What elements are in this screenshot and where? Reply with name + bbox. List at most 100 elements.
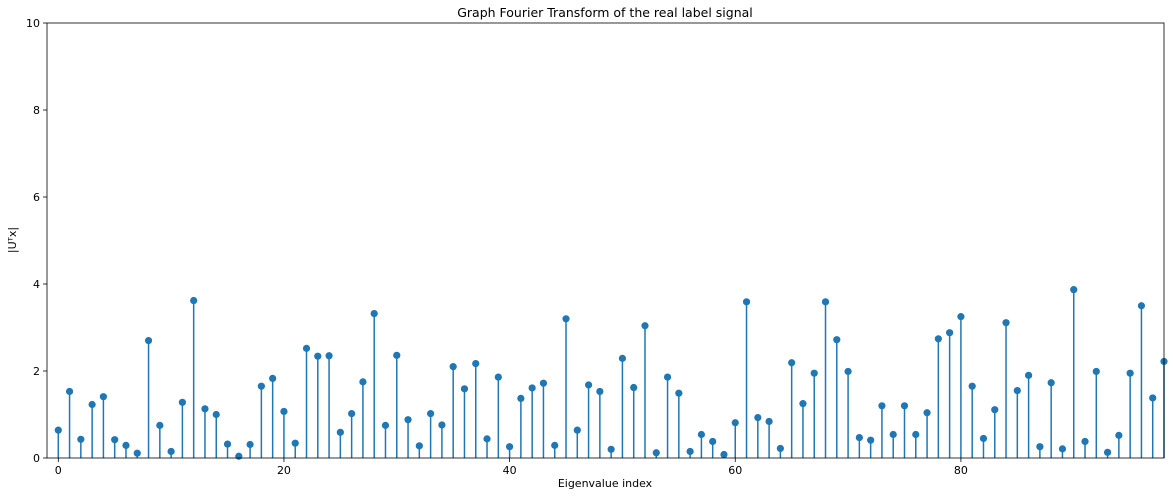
- stem-marker: [1070, 286, 1078, 294]
- y-tick-label: 4: [33, 278, 40, 291]
- stem-marker: [201, 405, 209, 413]
- stem-marker: [449, 363, 457, 371]
- stem-marker: [280, 407, 288, 416]
- stem-marker: [54, 426, 62, 434]
- x-tick-label: 60: [728, 464, 742, 477]
- stem-marker: [257, 382, 265, 390]
- stem-marker: [675, 389, 683, 397]
- stem-marker: [438, 421, 446, 429]
- stem-marker: [607, 445, 615, 453]
- stem-marker: [88, 400, 96, 409]
- x-tick-label: 40: [503, 464, 517, 477]
- stem-marker: [144, 336, 153, 345]
- stem-marker: [223, 440, 232, 448]
- chart-title: Graph Fourier Transform of the real labe…: [457, 5, 753, 20]
- stem-marker: [551, 441, 559, 449]
- stem-marker: [1103, 448, 1112, 456]
- stem-marker: [641, 322, 649, 330]
- stem-marker: [1002, 319, 1010, 327]
- stem-marker: [269, 374, 277, 382]
- y-tick-label: 0: [33, 452, 40, 465]
- x-axis-label: Eigenvalue index: [558, 477, 653, 490]
- stem-marker: [1149, 394, 1157, 402]
- stem-marker: [663, 373, 672, 381]
- stem-marker: [957, 313, 965, 321]
- stem-marker: [979, 434, 988, 443]
- stem-marker: [178, 398, 186, 406]
- stem-marker: [325, 352, 333, 360]
- stem-series: [54, 286, 1168, 460]
- stem-marker: [415, 442, 423, 450]
- stem-marker: [1137, 302, 1146, 310]
- stem-marker: [1081, 437, 1089, 446]
- x-tick-label: 80: [954, 464, 968, 477]
- y-tick-label: 10: [26, 17, 40, 30]
- stem-marker: [788, 359, 796, 367]
- stem-marker: [652, 449, 660, 457]
- stem-marker: [65, 387, 74, 396]
- y-axis-label: |Uᵀx|: [6, 227, 19, 253]
- stem-marker: [810, 369, 818, 377]
- stem-marker: [900, 402, 909, 410]
- stem-marker: [404, 416, 412, 424]
- stem-marker: [291, 439, 299, 447]
- stem-marker: [742, 298, 751, 306]
- stem-marker: [494, 373, 502, 381]
- y-tick-label: 2: [33, 365, 40, 378]
- x-tick-label: 0: [55, 464, 62, 477]
- stem-marker: [630, 383, 638, 392]
- stem-marker: [472, 360, 480, 368]
- x-axis-ticks: 0 20 40 60 80: [55, 458, 968, 477]
- stem-marker: [776, 444, 784, 453]
- stem-marker: [1092, 367, 1100, 376]
- stem-marker: [460, 385, 469, 393]
- plot-area-frame: [46, 22, 1165, 459]
- stem-marker: [912, 430, 920, 439]
- stem-marker: [1126, 369, 1134, 377]
- stem-marker: [359, 378, 367, 386]
- stem-marker: [878, 402, 886, 410]
- stem-marker: [539, 379, 548, 387]
- stem-marker: [99, 393, 108, 401]
- stem-marker: [844, 367, 852, 376]
- stem-marker: [370, 309, 378, 318]
- stem-marker: [235, 452, 243, 460]
- stem-marker: [246, 440, 254, 449]
- stem-marker: [573, 426, 581, 434]
- stem-marker: [302, 344, 311, 352]
- stem-marker: [855, 433, 863, 442]
- stem-marker: [314, 352, 322, 360]
- stem-marker: [799, 400, 807, 408]
- stem-marker: [348, 410, 356, 418]
- stem-marker: [968, 382, 976, 390]
- y-axis-ticks: 0 2 4 6 8 10: [26, 17, 47, 465]
- stem-marker: [991, 406, 999, 414]
- stem-marker: [483, 435, 491, 443]
- stem-marker: [584, 381, 593, 389]
- stem-marker: [427, 410, 435, 418]
- stem-marker: [946, 329, 954, 337]
- stem-marker: [133, 449, 141, 457]
- stem-marker: [1058, 445, 1067, 453]
- y-tick-label: 8: [33, 104, 40, 117]
- stem-marker: [889, 430, 897, 439]
- y-tick-label: 6: [33, 191, 40, 204]
- stem-marker: [528, 384, 536, 392]
- stem-marker: [1036, 443, 1044, 451]
- stem-marker: [618, 354, 627, 362]
- stem-marker: [697, 430, 706, 439]
- stem-marker: [731, 419, 739, 427]
- stem-marker: [212, 410, 220, 419]
- stem-marker: [720, 450, 728, 459]
- stem-marker: [833, 336, 841, 344]
- stem-marker: [923, 409, 931, 417]
- stem-marker: [1013, 386, 1021, 395]
- stem-marker: [934, 335, 942, 343]
- stem-marker: [111, 436, 119, 444]
- stem-marker: [393, 351, 401, 359]
- stem-marker: [156, 421, 164, 429]
- stem-marker: [709, 437, 717, 446]
- stem-marker: [505, 443, 514, 451]
- stem-marker: [1115, 431, 1123, 439]
